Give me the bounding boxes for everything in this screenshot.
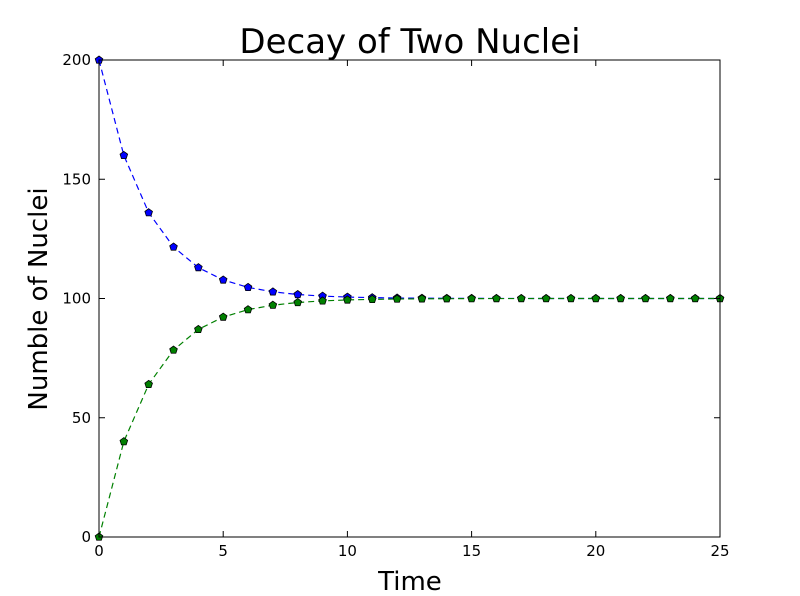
data-point bbox=[144, 208, 153, 217]
x-tick-label: 10 bbox=[338, 542, 357, 560]
data-point bbox=[268, 300, 278, 309]
data-point bbox=[243, 282, 253, 292]
data-point bbox=[343, 295, 352, 304]
data-point bbox=[367, 294, 377, 303]
series-layer bbox=[94, 55, 725, 541]
data-point bbox=[218, 275, 228, 284]
data-point bbox=[119, 437, 129, 446]
data-point bbox=[690, 294, 700, 303]
x-tick-label: 25 bbox=[710, 542, 729, 560]
data-point bbox=[144, 379, 153, 389]
x-tick-label: 5 bbox=[218, 542, 228, 560]
series-line bbox=[98, 297, 720, 538]
data-point bbox=[194, 263, 203, 272]
y-tick-label: 100 bbox=[62, 290, 91, 308]
data-point bbox=[243, 305, 253, 314]
data-point bbox=[616, 294, 625, 303]
y-tick-label: 150 bbox=[62, 170, 91, 188]
data-point bbox=[218, 312, 228, 321]
x-axis-title: Time bbox=[377, 567, 442, 596]
ticks-layer: 0 5 10 15 20 25 0 50 100 150 200 bbox=[62, 51, 729, 560]
chart-title: Decay of Two Nuclei bbox=[239, 22, 580, 62]
data-point bbox=[566, 294, 576, 303]
data-point bbox=[442, 294, 452, 303]
series-1 bbox=[94, 294, 725, 541]
data-point bbox=[492, 294, 501, 303]
data-point bbox=[641, 294, 650, 303]
x-tick-label: 15 bbox=[462, 542, 481, 560]
data-point bbox=[541, 294, 551, 303]
data-point bbox=[119, 150, 129, 160]
data-point bbox=[467, 294, 476, 303]
x-tick-label: 0 bbox=[94, 542, 104, 560]
data-point bbox=[591, 294, 601, 303]
data-point bbox=[392, 294, 402, 303]
y-tick-label: 0 bbox=[81, 528, 91, 546]
data-point bbox=[293, 289, 302, 299]
x-tick-label: 20 bbox=[586, 542, 605, 560]
data-point bbox=[268, 287, 278, 296]
data-point bbox=[417, 294, 427, 303]
data-point bbox=[517, 294, 526, 303]
data-point bbox=[169, 242, 178, 251]
data-point bbox=[666, 294, 675, 303]
data-point bbox=[194, 324, 203, 334]
series-0 bbox=[94, 55, 725, 303]
y-axis-title: Numble of Nuclei bbox=[24, 187, 54, 410]
data-point bbox=[293, 298, 302, 307]
data-point bbox=[169, 345, 178, 354]
data-point bbox=[318, 296, 327, 305]
y-tick-label: 200 bbox=[62, 51, 91, 69]
y-tick-label: 50 bbox=[72, 409, 91, 427]
series-line bbox=[98, 59, 720, 300]
